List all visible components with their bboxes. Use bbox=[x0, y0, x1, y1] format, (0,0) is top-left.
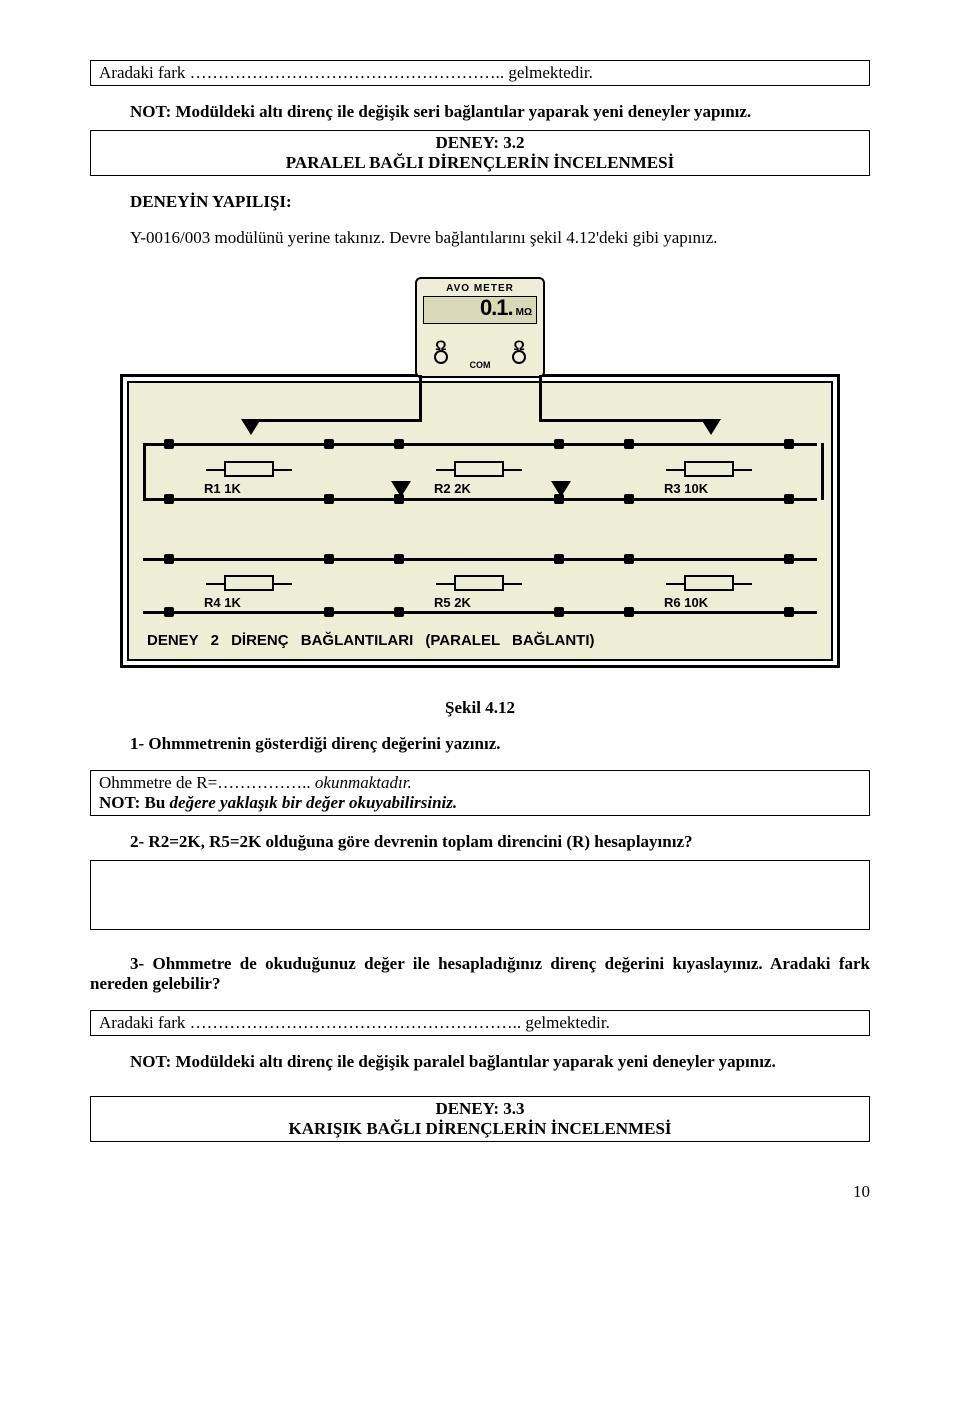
deney-3-3-box: DENEY: 3.3 KARIŞIK BAĞLI DİRENÇLERİN İNC… bbox=[90, 1096, 870, 1142]
aradaki-fark-text: Aradaki fark ……………………………………………….. gelmek… bbox=[99, 63, 593, 82]
page-number: 10 bbox=[90, 1182, 870, 1202]
deney-3-3-num: DENEY: 3.3 bbox=[99, 1099, 861, 1119]
aradaki-fark-box-bottom: Aradaki fark ………………………………………………….. gelme… bbox=[90, 1010, 870, 1036]
deney-3-2-box: DENEY: 3.2 PARALEL BAĞLI DİRENÇLERİN İNC… bbox=[90, 130, 870, 176]
resistor-r2: R2 2K bbox=[434, 461, 524, 499]
meter-title: AVO METER bbox=[423, 283, 537, 294]
meter-terminal-left: Ω bbox=[434, 350, 448, 364]
resistor-r5: R5 2K bbox=[434, 575, 524, 613]
resistor-r1: R1 1K bbox=[204, 461, 294, 499]
question-3: 3- Ohmmetre de okuduğunuz değer ile hesa… bbox=[90, 954, 870, 994]
resistor-r3: R3 10K bbox=[664, 461, 754, 499]
figure-caption: Şekil 4.12 bbox=[90, 698, 870, 718]
note-paralel: NOT: Modüldeki altı direnç ile değişik p… bbox=[90, 1052, 870, 1072]
meter-com-label: COM bbox=[469, 360, 490, 370]
meter-unit: MΩ bbox=[516, 308, 532, 318]
question-1: 1- Ohmmetrenin gösterdiği direnç değerin… bbox=[90, 734, 870, 754]
question-2-answer-box bbox=[90, 860, 870, 930]
note-seri: NOT: Modüldeki altı direnç ile değişik s… bbox=[90, 102, 870, 122]
deney-3-3-title: KARIŞIK BAĞLI DİRENÇLERİN İNCELENMESİ bbox=[99, 1119, 861, 1139]
meter-terminal-right: Ω bbox=[512, 350, 526, 364]
yapilis-text: Y-0016/003 modülünü yerine takınız. Devr… bbox=[90, 228, 870, 248]
question-2: 2- R2=2K, R5=2K olduğuna göre devrenin t… bbox=[90, 832, 870, 852]
diagram-bottom-label: DENEY 2 DİRENÇ BAĞLANTILARI (PARALEL BAĞ… bbox=[147, 632, 595, 649]
yapilis-heading: DENEYİN YAPILIŞI: bbox=[90, 192, 870, 212]
deney-3-2-title: PARALEL BAĞLI DİRENÇLERİN İNCELENMESİ bbox=[99, 153, 861, 173]
resistor-r4: R4 1K bbox=[204, 575, 294, 613]
aradaki-fark-box-top: Aradaki fark ……………………………………………….. gelmek… bbox=[90, 60, 870, 86]
ohmmetre-reading-box: Ohmmetre de R=…………….. okunmaktadır. NOT:… bbox=[90, 770, 870, 816]
avo-meter: AVO METER 0.1. MΩ Ω COM Ω bbox=[415, 277, 545, 378]
circuit-diagram: AVO METER 0.1. MΩ Ω COM Ω bbox=[90, 268, 870, 668]
resistor-r6: R6 10K bbox=[664, 575, 754, 613]
meter-reading: 0.1. bbox=[480, 297, 513, 319]
deney-3-2-num: DENEY: 3.2 bbox=[99, 133, 861, 153]
